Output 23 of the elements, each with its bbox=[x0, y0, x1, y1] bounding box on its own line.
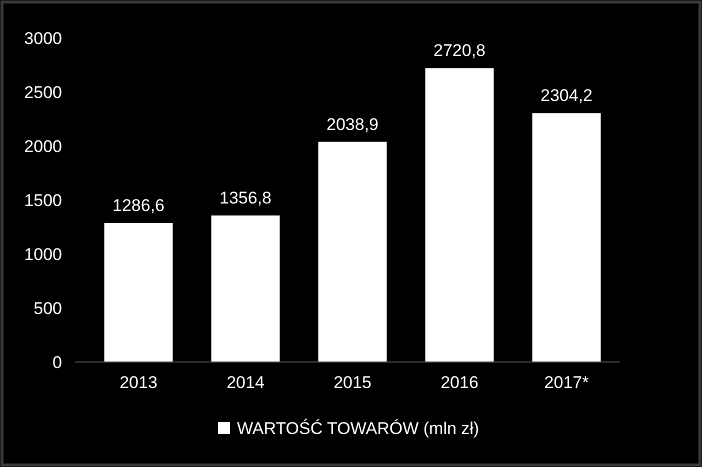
y-tick-label: 2500 bbox=[24, 82, 62, 102]
text: 2038,9 bbox=[326, 114, 378, 134]
text: 1286,6 bbox=[112, 196, 164, 216]
y-tick-label: 1000 bbox=[24, 244, 62, 264]
y-tick-label: 500 bbox=[34, 298, 62, 318]
x-tick-label: 2013 bbox=[120, 373, 158, 392]
x-tick-label: 2017* bbox=[544, 373, 590, 392]
text: 1356,8 bbox=[220, 188, 272, 208]
bar bbox=[318, 142, 387, 362]
text: 2720,8 bbox=[434, 41, 486, 60]
x-tick-label: 2014 bbox=[226, 373, 264, 392]
y-tick-label: 1500 bbox=[24, 190, 62, 210]
y-tick-label: 3000 bbox=[24, 28, 62, 48]
y-tick-label: 0 bbox=[52, 352, 62, 372]
bar bbox=[425, 68, 494, 362]
x-tick-label: 2016 bbox=[440, 373, 478, 392]
y-tick-label: 2000 bbox=[24, 136, 62, 156]
legend-label: WARTOŚĆ TOWARÓW (mln zł) bbox=[237, 418, 480, 438]
bar bbox=[104, 223, 173, 362]
x-tick-label: 2015 bbox=[334, 373, 372, 392]
text: 2304,2 bbox=[540, 86, 592, 106]
bar bbox=[211, 215, 280, 362]
bar bbox=[532, 113, 601, 362]
